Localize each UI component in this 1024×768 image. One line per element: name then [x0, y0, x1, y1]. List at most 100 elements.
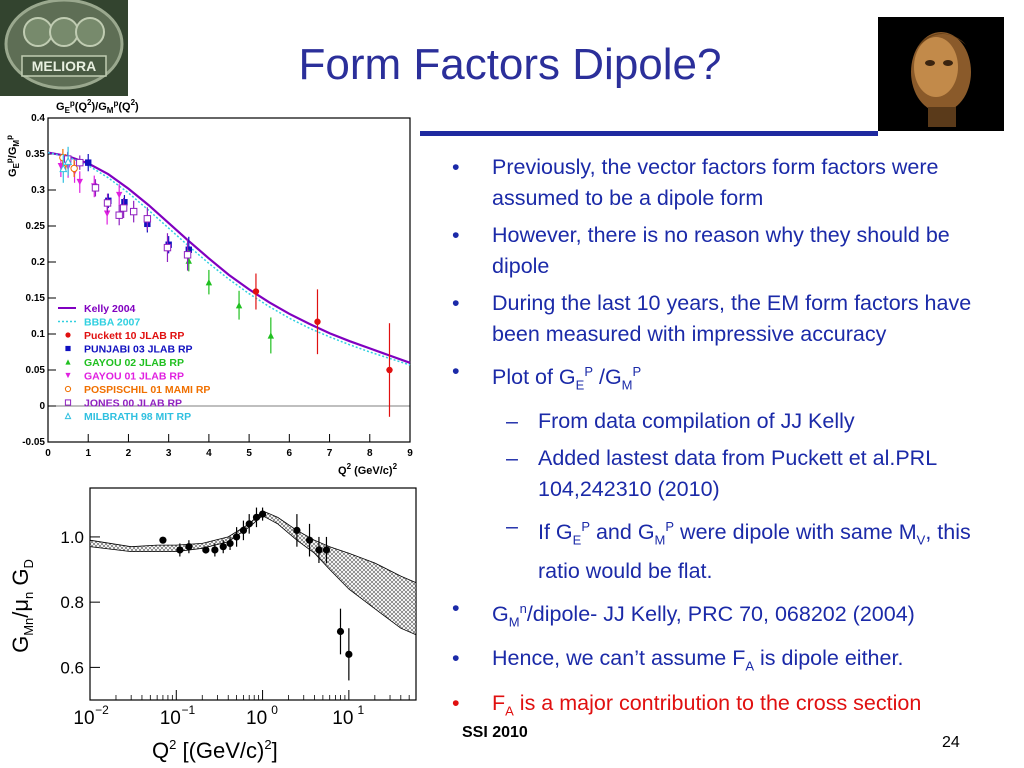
bullet-text: Hence, we can’t assume F [492, 646, 746, 671]
bullet-text: P [665, 519, 675, 535]
bullet-marker: • [452, 155, 460, 179]
y-tick-label: 0.1 [31, 329, 45, 340]
y-tick-label: 1.0 [60, 528, 84, 547]
data-point [305, 536, 314, 544]
x-tick-label: 2 [126, 448, 132, 459]
bullet-text: E [575, 377, 585, 393]
bullet-marker: • [452, 690, 460, 715]
x-tick-label: 6 [287, 448, 293, 459]
data-point [245, 520, 253, 528]
dash-marker: – [506, 514, 518, 539]
bullet-marker: • [452, 646, 460, 671]
gmn-y-label: GMn/μn GD [8, 559, 36, 653]
bullet-text: P [581, 519, 590, 535]
sculpture-image [878, 17, 1004, 131]
bullet-text: and G [590, 520, 655, 545]
y-tick-label: 0.6 [60, 658, 84, 677]
ratio-y-label: GEp/GMp [5, 135, 21, 177]
data-point [183, 251, 192, 259]
y-tick-label: 0.8 [60, 593, 84, 612]
bullet-text: M [508, 614, 520, 630]
gmn-x-label: Q2 [(GeV/c)2] [152, 737, 278, 763]
legend-label: Kelly 2004 [84, 303, 136, 315]
data-point [293, 526, 301, 534]
bullet-text: Previously, the vector factors form fact… [492, 155, 939, 210]
data-point [65, 332, 71, 338]
bullet-text: G [492, 602, 509, 627]
bullet-text: , this ratio would be flat. [538, 520, 971, 583]
bullet-marker: • [452, 595, 460, 620]
bullet-text: From data compilation of JJ Kelly [538, 409, 855, 434]
ratio-x-label: Q2 (GeV/c)2 [338, 462, 398, 477]
y-tick-label: 0.3 [31, 185, 45, 196]
legend-label: POSPISCHIL 01 MAMI RP [84, 384, 210, 396]
gmn-chart: 10 −2 10 −1 10 0 10 10.60.81.0 GMn/μn GD Q2 [(G… [8, 487, 417, 763]
x-tick-exponent: 1 [358, 703, 365, 717]
data-point [219, 543, 227, 551]
bullet-text: A [505, 702, 514, 718]
data-point [119, 204, 128, 212]
sub-bullet-item: – From data compilation of JJ Kelly [452, 406, 1012, 437]
data-point [64, 399, 72, 406]
x-tick-label: 8 [367, 448, 373, 459]
bullet-text: V [916, 532, 926, 548]
legend-label: BBBA 2007 [84, 317, 140, 329]
legend-label: GAYOU 01 JLAB RP [84, 371, 184, 383]
x-tick-label: 9 [407, 448, 413, 459]
bullet-text: were dipole with same M [674, 520, 917, 545]
data-point [163, 243, 172, 252]
bullet-text: /G [593, 365, 622, 390]
bullet-text: Added lastest data from Puckett et al.PR… [538, 446, 937, 502]
data-point [185, 543, 193, 551]
x-tick-label: 3 [166, 448, 172, 459]
data-point [64, 156, 73, 165]
data-point [211, 546, 219, 554]
dash-marker: – [506, 409, 518, 434]
bullet-item: • Plot of GEP /GMP [452, 356, 1012, 400]
bullet-marker: • [452, 291, 460, 315]
bullet-item: • FA is a major contribution to the cross… [452, 688, 1012, 726]
data-point [76, 158, 84, 167]
bullet-text: is dipole either. [754, 646, 904, 671]
data-point [315, 546, 323, 554]
bullet-text: F [492, 690, 506, 715]
legend-label: GAYOU 02 JLAB RP [84, 357, 184, 369]
data-point [322, 546, 331, 554]
data-point [70, 164, 78, 173]
bullet-text: During the last 10 years, the EM form fa… [492, 291, 972, 346]
x-tick-label: 1 [85, 448, 91, 459]
y-tick-label: 0.15 [26, 293, 46, 304]
legend-label: Puckett 10 JLAB RP [84, 330, 184, 342]
bullet-list: • Previously, the vector factors form fac… [452, 152, 1012, 732]
y-tick-label: -0.05 [22, 437, 45, 448]
x-tick-exponent: 0 [271, 703, 278, 717]
ratio-chart: 0 1 2 3 4 5 6 7 8 9-0.0500.050.10.150.20.250.30.3… [5, 98, 413, 477]
data-point [115, 211, 123, 219]
bullet-item: • During the last 10 years, the EM form f… [452, 288, 1012, 350]
data-point [103, 210, 111, 217]
bullet-marker: • [452, 223, 460, 247]
bullet-item: • However, there is no reason why they sh… [452, 220, 1012, 282]
data-point [345, 650, 353, 658]
y-tick-label: 0.25 [26, 221, 46, 232]
data-point [205, 278, 213, 286]
legend-label: PUNJABI 03 JLAB RP [84, 344, 193, 356]
dash-marker: – [506, 446, 518, 471]
data-point [65, 372, 71, 379]
bullet-text: n [519, 600, 527, 616]
data-point [115, 191, 123, 199]
title-underline [420, 131, 878, 136]
ratio-chart-title: GEp(Q2)/GMp(Q2) [56, 98, 139, 115]
data-point [258, 510, 267, 518]
x-tick-exponent: −2 [95, 703, 109, 717]
data-point [64, 385, 72, 393]
data-point [252, 288, 260, 295]
y-tick-label: 0.2 [31, 257, 45, 268]
y-tick-label: 0 [39, 401, 45, 412]
bullet-text: M [621, 377, 633, 393]
university-logo: MELIORA [0, 0, 128, 96]
model-curve [47, 151, 411, 366]
data-point [267, 332, 275, 339]
bullet-text: P [632, 364, 642, 379]
data-point [103, 199, 112, 207]
